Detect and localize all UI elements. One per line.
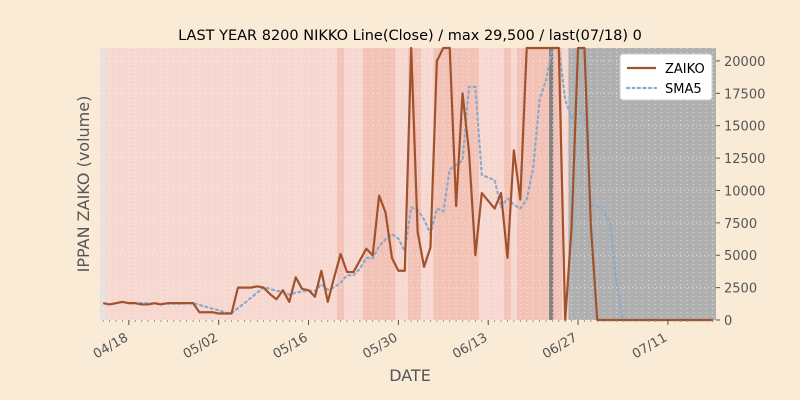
x-tick-label: 07/11 [630,330,670,362]
x-tick-label: 04/18 [91,330,131,362]
x-axis: 04/18 05/02 05/16 05/30 06/13 06/27 07/11 [91,320,714,362]
today-marker [549,48,554,320]
series-line-zaiko [102,46,713,322]
x-tick-label: 06/27 [540,330,580,362]
x-tick-label: 05/16 [271,330,311,362]
grid-lines [100,48,716,321]
legend-label-sma5: SMA5 [665,82,702,97]
y-tick-label: 5000 [724,249,757,264]
series-lines [102,46,714,322]
y-tick-label: 10000 [724,184,765,199]
legend-label-zaiko: ZAIKO [665,62,705,77]
highlight-band [465,48,479,320]
x-tick-label: 06/13 [450,330,490,362]
y-tick-label: 17500 [724,87,765,102]
x-axis-label: DATE [389,366,431,385]
y-tick-label: 20000 [724,55,765,70]
x-tick-label: 05/30 [360,330,400,362]
y-tick-label: 7500 [724,217,757,232]
legend: ZAIKO SMA5 [619,53,713,101]
chart-title: LAST YEAR 8200 NIKKO Line(Close) / max 2… [178,28,642,44]
x-tick-label: 05/02 [181,330,221,362]
y-tick-label: 0 [724,314,732,329]
y-tick-label: 15000 [724,120,765,135]
y-axis: 0 2500 5000 7500 10000 12500 15000 17500 20000 [716,55,765,329]
y-axis-label: IPPAN ZAIKO (volume) [74,96,93,273]
y-tick-label: 2500 [724,282,757,297]
y-tick-label: 12500 [724,152,765,167]
